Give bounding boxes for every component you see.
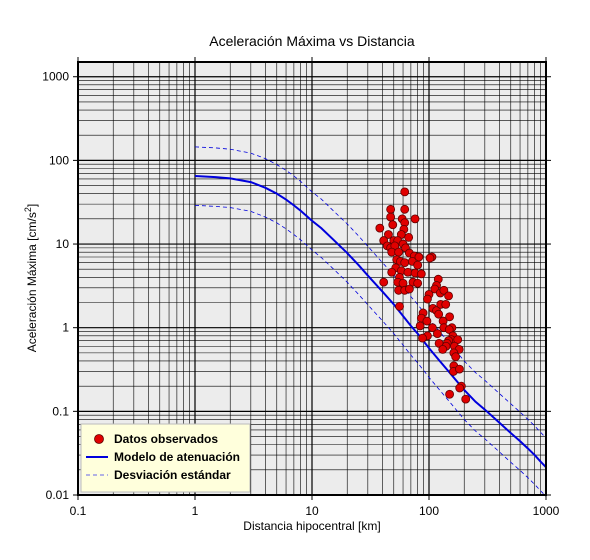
data-point bbox=[403, 267, 413, 277]
data-point bbox=[386, 204, 396, 214]
series-line-stddev-3 bbox=[194, 204, 547, 497]
data-point bbox=[438, 345, 448, 354]
y-tick-label: 0.01 bbox=[46, 488, 70, 502]
x-tick-label: 0.1 bbox=[70, 504, 87, 518]
data-point bbox=[400, 258, 410, 268]
data-point bbox=[416, 269, 426, 279]
data-point bbox=[394, 247, 404, 257]
series-line-model bbox=[194, 175, 547, 468]
y-tick-label: 0.1 bbox=[52, 404, 69, 418]
data-point bbox=[387, 267, 397, 277]
data-point bbox=[410, 214, 420, 224]
x-tick-label: 1000 bbox=[533, 504, 560, 518]
y-tick-label: 1 bbox=[62, 321, 69, 335]
data-point bbox=[386, 212, 396, 222]
x-tick-label: 10 bbox=[305, 504, 319, 518]
data-point bbox=[434, 309, 444, 319]
data-point bbox=[395, 301, 404, 311]
x-tick-label: 100 bbox=[419, 504, 439, 518]
y-axis-title: Aceleración Máxima [cm/s2] bbox=[23, 204, 39, 352]
data-point bbox=[425, 253, 435, 263]
y-tick-label: 10 bbox=[56, 237, 70, 251]
data-points bbox=[375, 187, 471, 404]
data-point bbox=[439, 285, 449, 295]
data-point bbox=[445, 389, 455, 399]
data-point bbox=[455, 383, 465, 393]
data-point bbox=[422, 316, 432, 326]
data-point bbox=[445, 312, 455, 322]
y-axis-title-main: Aceleración Máxima [cm/s bbox=[25, 212, 39, 352]
y-axis-title-end: ] bbox=[25, 204, 39, 207]
data-point bbox=[398, 278, 408, 288]
data-point bbox=[455, 364, 464, 374]
data-point bbox=[444, 291, 453, 301]
chart-title: Aceleración Máxima vs Distancia bbox=[209, 33, 415, 49]
data-point bbox=[418, 333, 427, 343]
legend-label-observed: Datos observados bbox=[114, 432, 218, 446]
data-point bbox=[375, 223, 385, 233]
data-point bbox=[413, 278, 423, 288]
x-tick-label: 1 bbox=[192, 504, 199, 518]
legend-label-stddev: Desviación estándar bbox=[114, 468, 231, 482]
data-point bbox=[400, 204, 410, 214]
data-point bbox=[400, 187, 410, 197]
data-point bbox=[423, 294, 432, 304]
y-tick-label: 100 bbox=[49, 153, 69, 167]
legend-box bbox=[80, 423, 251, 493]
data-point bbox=[415, 321, 425, 331]
legend-label-model: Modelo de atenuación bbox=[114, 450, 240, 464]
data-point bbox=[413, 260, 423, 270]
data-point bbox=[433, 329, 442, 339]
x-axis-title: Distancia hipocentral [km] bbox=[243, 519, 380, 533]
y-axis-title-sup: 2 bbox=[23, 207, 33, 212]
legend-marker-observed bbox=[94, 434, 104, 444]
y-tick-label: 1000 bbox=[42, 70, 69, 84]
data-point bbox=[384, 230, 393, 239]
data-point bbox=[428, 323, 437, 333]
legend: Datos observados Modelo de atenuación De… bbox=[80, 423, 251, 493]
data-point bbox=[451, 352, 461, 362]
data-point bbox=[441, 299, 451, 309]
data-point bbox=[404, 233, 414, 242]
ticks bbox=[73, 57, 551, 500]
data-point bbox=[404, 284, 414, 294]
data-point bbox=[379, 277, 389, 287]
data-point bbox=[461, 394, 471, 404]
grid bbox=[78, 62, 546, 495]
data-point bbox=[388, 220, 398, 230]
